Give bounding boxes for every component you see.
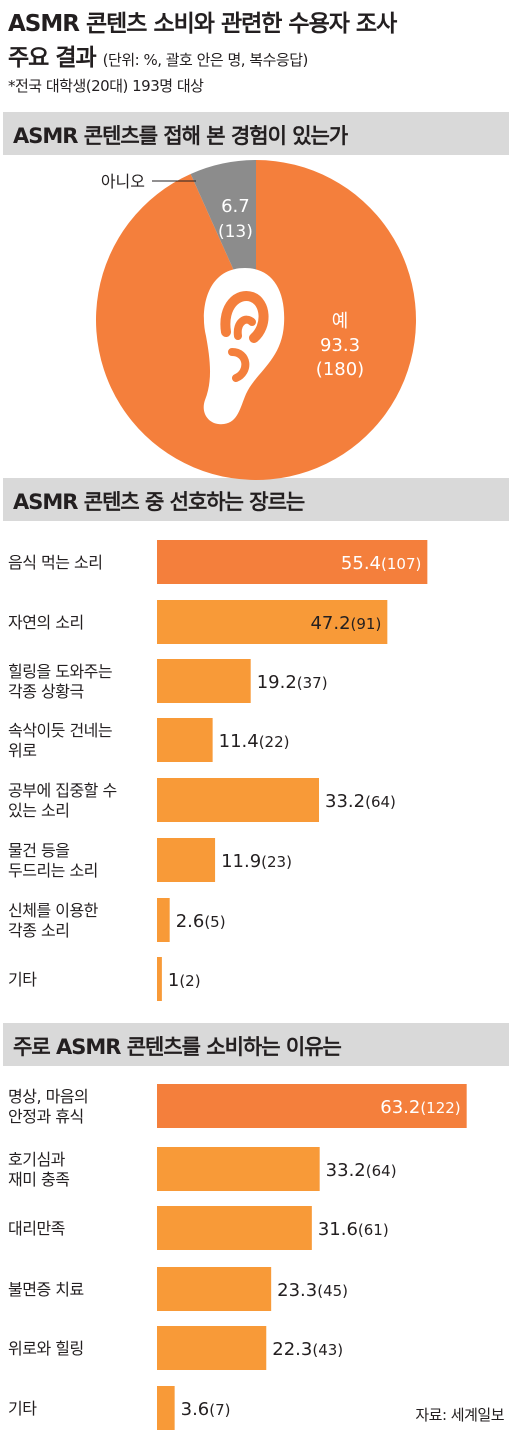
section-title: ASMR 콘텐츠 중 선호하는 장르는 — [13, 490, 305, 514]
chart-title: ASMR 콘텐츠 소비와 관련한 수용자 조사 — [8, 11, 397, 37]
reason-count: (122) — [420, 1099, 460, 1117]
reason-value: 23.3 — [277, 1280, 317, 1301]
reason-bar — [157, 1206, 312, 1250]
genre-count: (107) — [381, 555, 421, 573]
genre-category-label: 두드리는 소리 — [8, 861, 98, 880]
subtitle-text: 주요 결과 — [8, 45, 97, 71]
reason-category-label: 호기심과 — [8, 1150, 66, 1169]
reason-count: (64) — [366, 1162, 397, 1180]
reason-category-label: 기타 — [8, 1399, 37, 1418]
genre-bar — [157, 718, 213, 762]
genre-count: (37) — [297, 674, 328, 692]
reason-value-label: 3.6(7) — [181, 1399, 231, 1420]
genre-value-label: 2.6(5) — [176, 911, 226, 932]
genre-value-label: 55.4(107) — [341, 553, 421, 574]
genre-value: 1 — [168, 970, 179, 991]
genre-category-label: 공부에 집중할 수 — [8, 781, 117, 800]
genre-value-label: 47.2(91) — [310, 613, 381, 634]
genre-category-label: 물건 등을 — [8, 841, 69, 860]
reason-value-label: 63.2(122) — [380, 1097, 460, 1118]
genre-value-label: 11.4(22) — [219, 731, 290, 752]
genre-category-label: 있는 소리 — [8, 801, 69, 820]
section-header-genre: ASMR 콘텐츠 중 선호하는 장르는 — [3, 478, 509, 521]
genre-count: (64) — [365, 793, 396, 811]
genre-count: (5) — [204, 913, 225, 931]
reason-category-label: 명상, 마음의 — [8, 1087, 88, 1106]
genre-value: 11.9 — [221, 851, 261, 872]
reason-category-label: 대리만족 — [8, 1219, 65, 1238]
genre-count: (2) — [179, 972, 200, 990]
genre-value: 2.6 — [176, 911, 205, 932]
section-header-experience: ASMR 콘텐츠를 접해 본 경험이 있는가 — [3, 112, 509, 155]
survey-note: *전국 대학생(20대) 193명 대상 — [8, 77, 204, 95]
genre-count: (22) — [259, 733, 290, 751]
pie-label-no-value: 6.7 — [221, 196, 250, 217]
genre-category-label: 각종 상황극 — [8, 682, 84, 701]
genre-value: 55.4 — [341, 553, 381, 574]
genre-bar — [157, 659, 251, 703]
reason-bar — [157, 1386, 175, 1430]
source-credit: 자료: 세계일보 — [415, 1406, 504, 1424]
reason-count: (45) — [317, 1282, 348, 1300]
genre-bar — [157, 600, 388, 644]
genre-value: 19.2 — [257, 672, 297, 693]
genre-bar — [157, 778, 320, 822]
reason-value: 22.3 — [272, 1339, 312, 1360]
reason-category-label: 안정과 휴식 — [8, 1107, 84, 1126]
reason-bar — [157, 1267, 272, 1311]
reason-count: (61) — [358, 1221, 389, 1239]
genre-value-label: 19.2(37) — [257, 672, 328, 693]
genre-value-label: 1(2) — [168, 970, 201, 991]
reason-value-label: 22.3(43) — [272, 1339, 343, 1360]
reason-bar — [157, 1147, 320, 1191]
reason-bar — [157, 1326, 267, 1370]
genre-category-label: 각종 소리 — [8, 921, 69, 940]
genre-value: 11.4 — [219, 731, 259, 752]
genre-bar — [157, 838, 216, 882]
reason-value-label: 23.3(45) — [277, 1280, 348, 1301]
genre-bar — [157, 540, 428, 584]
reason-count: (43) — [312, 1341, 343, 1359]
section-title: ASMR 콘텐츠를 접해 본 경험이 있는가 — [13, 124, 348, 148]
genre-value: 33.2 — [325, 791, 365, 812]
genre-category-label: 음식 먹는 소리 — [8, 553, 103, 572]
genre-value: 47.2 — [310, 613, 350, 634]
genre-category-label: 기타 — [8, 970, 37, 989]
ear-icon — [203, 268, 285, 425]
reason-value-label: 33.2(64) — [326, 1160, 397, 1181]
section-header-reason: 주로 ASMR 콘텐츠를 소비하는 이유는 — [3, 1023, 509, 1066]
genre-category-label: 힐링을 도와주는 — [8, 662, 112, 681]
genre-value-label: 11.9(23) — [221, 851, 292, 872]
genre-count: (23) — [261, 853, 292, 871]
reason-category-label: 불면증 치료 — [8, 1280, 84, 1299]
genre-category-label: 속삭이듯 건네는 — [8, 721, 112, 740]
reason-count: (7) — [209, 1401, 230, 1419]
reason-value: 31.6 — [318, 1219, 358, 1240]
genre-value-label: 33.2(64) — [325, 791, 396, 812]
genre-bar — [157, 957, 162, 1001]
genre-bar — [157, 898, 170, 942]
chart-subtitle: 주요 결과 (단위: %, 괄호 안은 명, 복수응답) — [8, 38, 308, 72]
reason-value: 63.2 — [380, 1097, 420, 1118]
pie-label-yes-count: (180) — [316, 359, 364, 380]
genre-category-label: 위로 — [8, 741, 36, 760]
reason-bar — [157, 1084, 467, 1128]
genre-count: (91) — [351, 615, 382, 633]
section-title: 주로 ASMR 콘텐츠를 소비하는 이유는 — [13, 1035, 342, 1059]
unit-note: (단위: %, 괄호 안은 명, 복수응답) — [102, 51, 309, 69]
reason-category-label: 재미 충족 — [8, 1170, 69, 1189]
genre-category-label: 신체를 이용한 — [8, 901, 99, 920]
reason-value: 33.2 — [326, 1160, 366, 1181]
reason-value-label: 31.6(61) — [318, 1219, 389, 1240]
pie-label-no-count: (13) — [218, 222, 253, 242]
reason-category-label: 위로와 힐링 — [8, 1339, 84, 1358]
reason-value: 3.6 — [181, 1399, 210, 1420]
pie-label-no-name: 아니오 — [101, 172, 145, 191]
pie-label-yes-value: 93.3 — [320, 335, 360, 356]
genre-category-label: 자연의 소리 — [8, 613, 84, 632]
pie-label-yes-name: 예 — [332, 311, 349, 332]
